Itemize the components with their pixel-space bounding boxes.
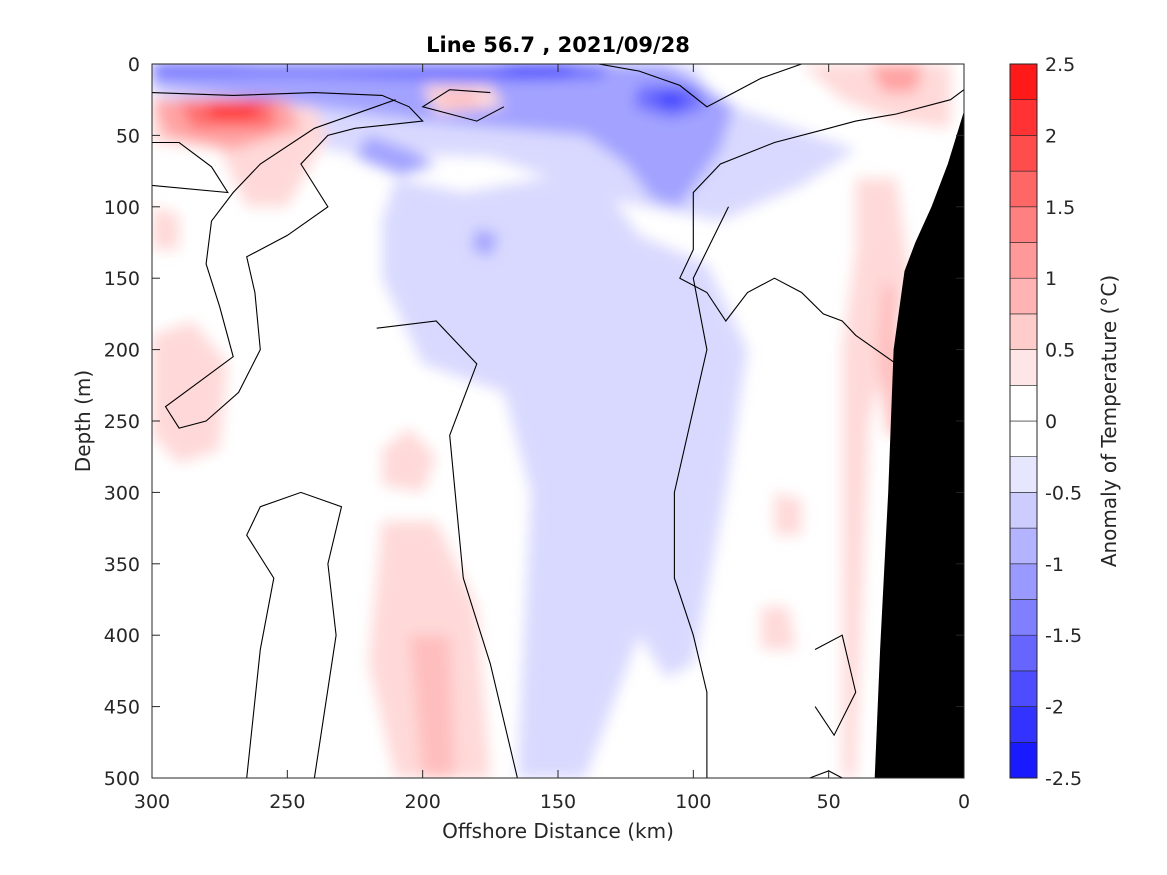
chart-title: Line 56.7 , 2021/09/28 — [426, 33, 690, 57]
colorbar-tick-label: 2 — [1045, 125, 1057, 147]
colorbar-bin — [1009, 706, 1038, 743]
zero-contour — [598, 64, 802, 108]
anomaly-region — [152, 206, 180, 250]
colorbar-tick-label: 0.5 — [1045, 340, 1075, 362]
y-axis-ticks: 0 50 100 150 200 250 300 350 400 450 500 — [104, 54, 964, 790]
zero-contour — [679, 89, 964, 522]
zero-contour — [421, 89, 505, 122]
anomaly-region — [382, 428, 437, 493]
anomaly-region — [355, 135, 437, 176]
y-tick-label: 450 — [104, 697, 140, 719]
colorbar-ticks: 2.5 2 1.5 1 0.5 0 -0.5 -1 -1.5 -2 -2.5 — [1045, 54, 1082, 790]
anomaly-region — [869, 64, 924, 93]
y-tick-label: 0 — [128, 54, 140, 76]
y-tick-label: 500 — [104, 768, 140, 790]
colorbar-tick-label: 1 — [1045, 268, 1057, 290]
colorbar-tick-label: -1 — [1045, 554, 1064, 576]
anomaly-region — [490, 64, 586, 76]
plot-area — [151, 63, 965, 779]
colorbar-bin — [1009, 527, 1038, 565]
colorbar-bin — [1009, 135, 1038, 172]
colorbar-tick-label: -1.5 — [1045, 625, 1082, 647]
anomaly-region — [658, 92, 686, 107]
anomaly-region — [774, 492, 802, 536]
zero-contour — [246, 491, 343, 778]
colorbar-tick-label: -2.5 — [1045, 768, 1082, 790]
x-tick-label: 150 — [540, 791, 576, 813]
anomaly-region — [471, 228, 499, 257]
colorbar-bin — [1009, 242, 1038, 279]
x-axis-ticks: 300 250 200 150 100 50 0 — [134, 64, 970, 813]
zero-contour — [152, 92, 424, 429]
colorbar-tick-label: -0.5 — [1045, 482, 1082, 504]
y-tick-label: 200 — [104, 340, 140, 362]
y-tick-label: 150 — [104, 268, 140, 290]
colorbar-bin — [1009, 456, 1038, 493]
colorbar-bin — [1009, 670, 1038, 707]
bathymetry-seafloor — [874, 111, 964, 779]
zero-contour — [673, 206, 729, 778]
y-tick-label: 300 — [104, 482, 140, 504]
zero-contour — [376, 320, 518, 778]
y-tick-label: 100 — [104, 197, 140, 219]
colorbar-bin — [1009, 206, 1038, 243]
colorbar-tick-label: -2 — [1045, 697, 1064, 719]
x-axis-label: Offshore Distance (km) — [442, 819, 674, 843]
temperature-anomaly-field — [152, 64, 951, 778]
x-tick-label: 0 — [958, 791, 970, 813]
y-tick-label: 50 — [116, 125, 140, 147]
y-tick-label: 350 — [104, 554, 140, 576]
colorbar-label: Anomaly of Temperature (°C) — [1097, 275, 1121, 567]
anomaly-region — [206, 99, 261, 119]
colorbar-frame — [1009, 63, 1038, 779]
zero-contour — [152, 141, 229, 194]
colorbar-bin — [1009, 420, 1038, 458]
anomaly-region — [761, 606, 797, 650]
zero-contour — [814, 634, 857, 737]
colorbar-bin — [1009, 63, 1038, 101]
zero-contour-lines — [152, 64, 964, 778]
y-tick-label: 400 — [104, 625, 140, 647]
x-tick-label: 100 — [675, 791, 711, 813]
anomaly-region — [152, 64, 613, 82]
colorbar-bin — [1009, 741, 1038, 779]
x-tick-label: 250 — [269, 791, 305, 813]
y-axis-label: Depth (m) — [71, 370, 95, 472]
anomaly-region — [436, 92, 477, 107]
colorbar-bin — [1009, 563, 1038, 600]
colorbar-bin — [1009, 99, 1038, 136]
colorbar-tick-label: 1.5 — [1045, 197, 1075, 219]
colorbar-tick-label: 2.5 — [1045, 54, 1075, 76]
colorbar-bin — [1009, 492, 1038, 529]
colorbar-bin — [1009, 634, 1038, 672]
colorbar — [1009, 63, 1038, 779]
x-tick-label: 200 — [405, 791, 441, 813]
x-tick-label: 50 — [817, 791, 841, 813]
anomaly-region — [152, 64, 261, 69]
colorbar-bin — [1009, 349, 1038, 386]
colorbar-bin — [1009, 313, 1038, 350]
y-tick-label: 250 — [104, 411, 140, 433]
colorbar-bin — [1009, 384, 1038, 422]
colorbar-tick-label: 0 — [1045, 411, 1057, 433]
colorbar-bin — [1009, 170, 1038, 208]
anomaly-region — [382, 178, 748, 778]
x-tick-label: 300 — [134, 791, 170, 813]
anomaly-region — [409, 635, 456, 778]
colorbar-bin — [1009, 277, 1038, 315]
colorbar-bin — [1009, 599, 1038, 636]
anomaly-region — [152, 321, 228, 464]
anomaly-region — [152, 64, 734, 207]
